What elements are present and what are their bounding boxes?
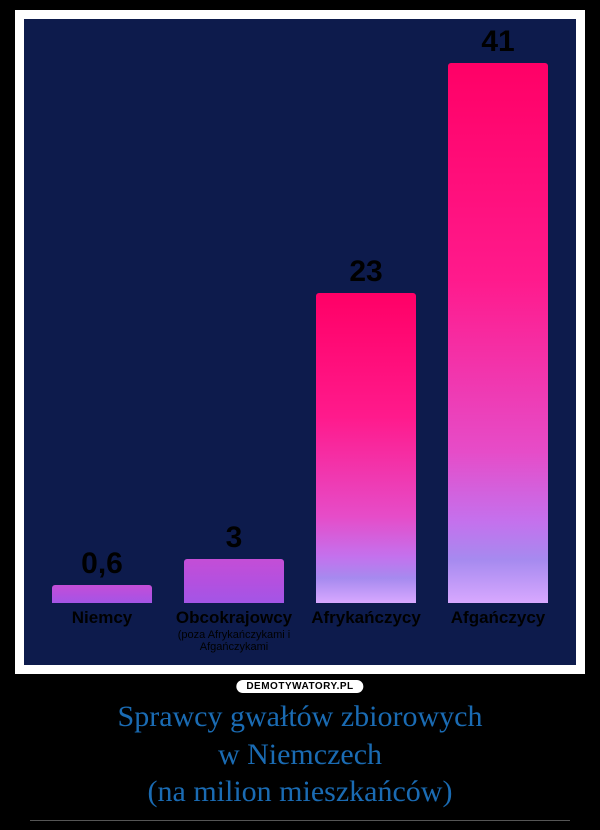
bar-sublabel: (poza Afrykańczykami i Afgańczykami <box>174 629 294 653</box>
watermark-badge: DEMOTYWATORY.PL <box>236 680 363 693</box>
bar-label: Niemcy <box>42 609 162 627</box>
bar-group-3: 41 <box>438 27 558 603</box>
bottom-divider <box>30 820 570 821</box>
bar-value: 0,6 <box>81 549 123 579</box>
bar <box>184 559 284 603</box>
bar <box>316 293 416 603</box>
bar-value: 41 <box>481 27 514 57</box>
bar-label: Afgańczycy <box>438 609 558 627</box>
bar <box>52 585 152 603</box>
bar <box>448 63 548 603</box>
bar-group-0: 0,6 <box>42 549 162 603</box>
caption: Sprawcy gwałtów zbiorowych w Niemczech (… <box>0 698 600 811</box>
bar-value: 23 <box>349 257 382 287</box>
label-group-0: Niemcy <box>42 609 162 665</box>
caption-line-3: (na milion mieszkańców) <box>20 773 580 811</box>
chart-area: 0,6 3 23 41 Niemcy Obcokrajowc <box>24 19 576 665</box>
bars-container: 0,6 3 23 41 <box>24 43 576 603</box>
bar-group-1: 3 <box>174 523 294 603</box>
label-group-3: Afgańczycy <box>438 609 558 665</box>
label-group-2: Afrykańczycy <box>306 609 426 665</box>
label-group-1: Obcokrajowcy (poza Afrykańczykami i Afga… <box>174 609 294 665</box>
bar-value: 3 <box>226 523 243 553</box>
bar-group-2: 23 <box>306 257 426 603</box>
labels-row: Niemcy Obcokrajowcy (poza Afrykańczykami… <box>24 603 576 665</box>
caption-line-1: Sprawcy gwałtów zbiorowych <box>20 698 580 736</box>
bar-label: Afrykańczycy <box>306 609 426 627</box>
caption-line-2: w Niemczech <box>20 736 580 774</box>
chart-frame: 0,6 3 23 41 Niemcy Obcokrajowc <box>15 10 585 674</box>
bar-label: Obcokrajowcy <box>174 609 294 627</box>
